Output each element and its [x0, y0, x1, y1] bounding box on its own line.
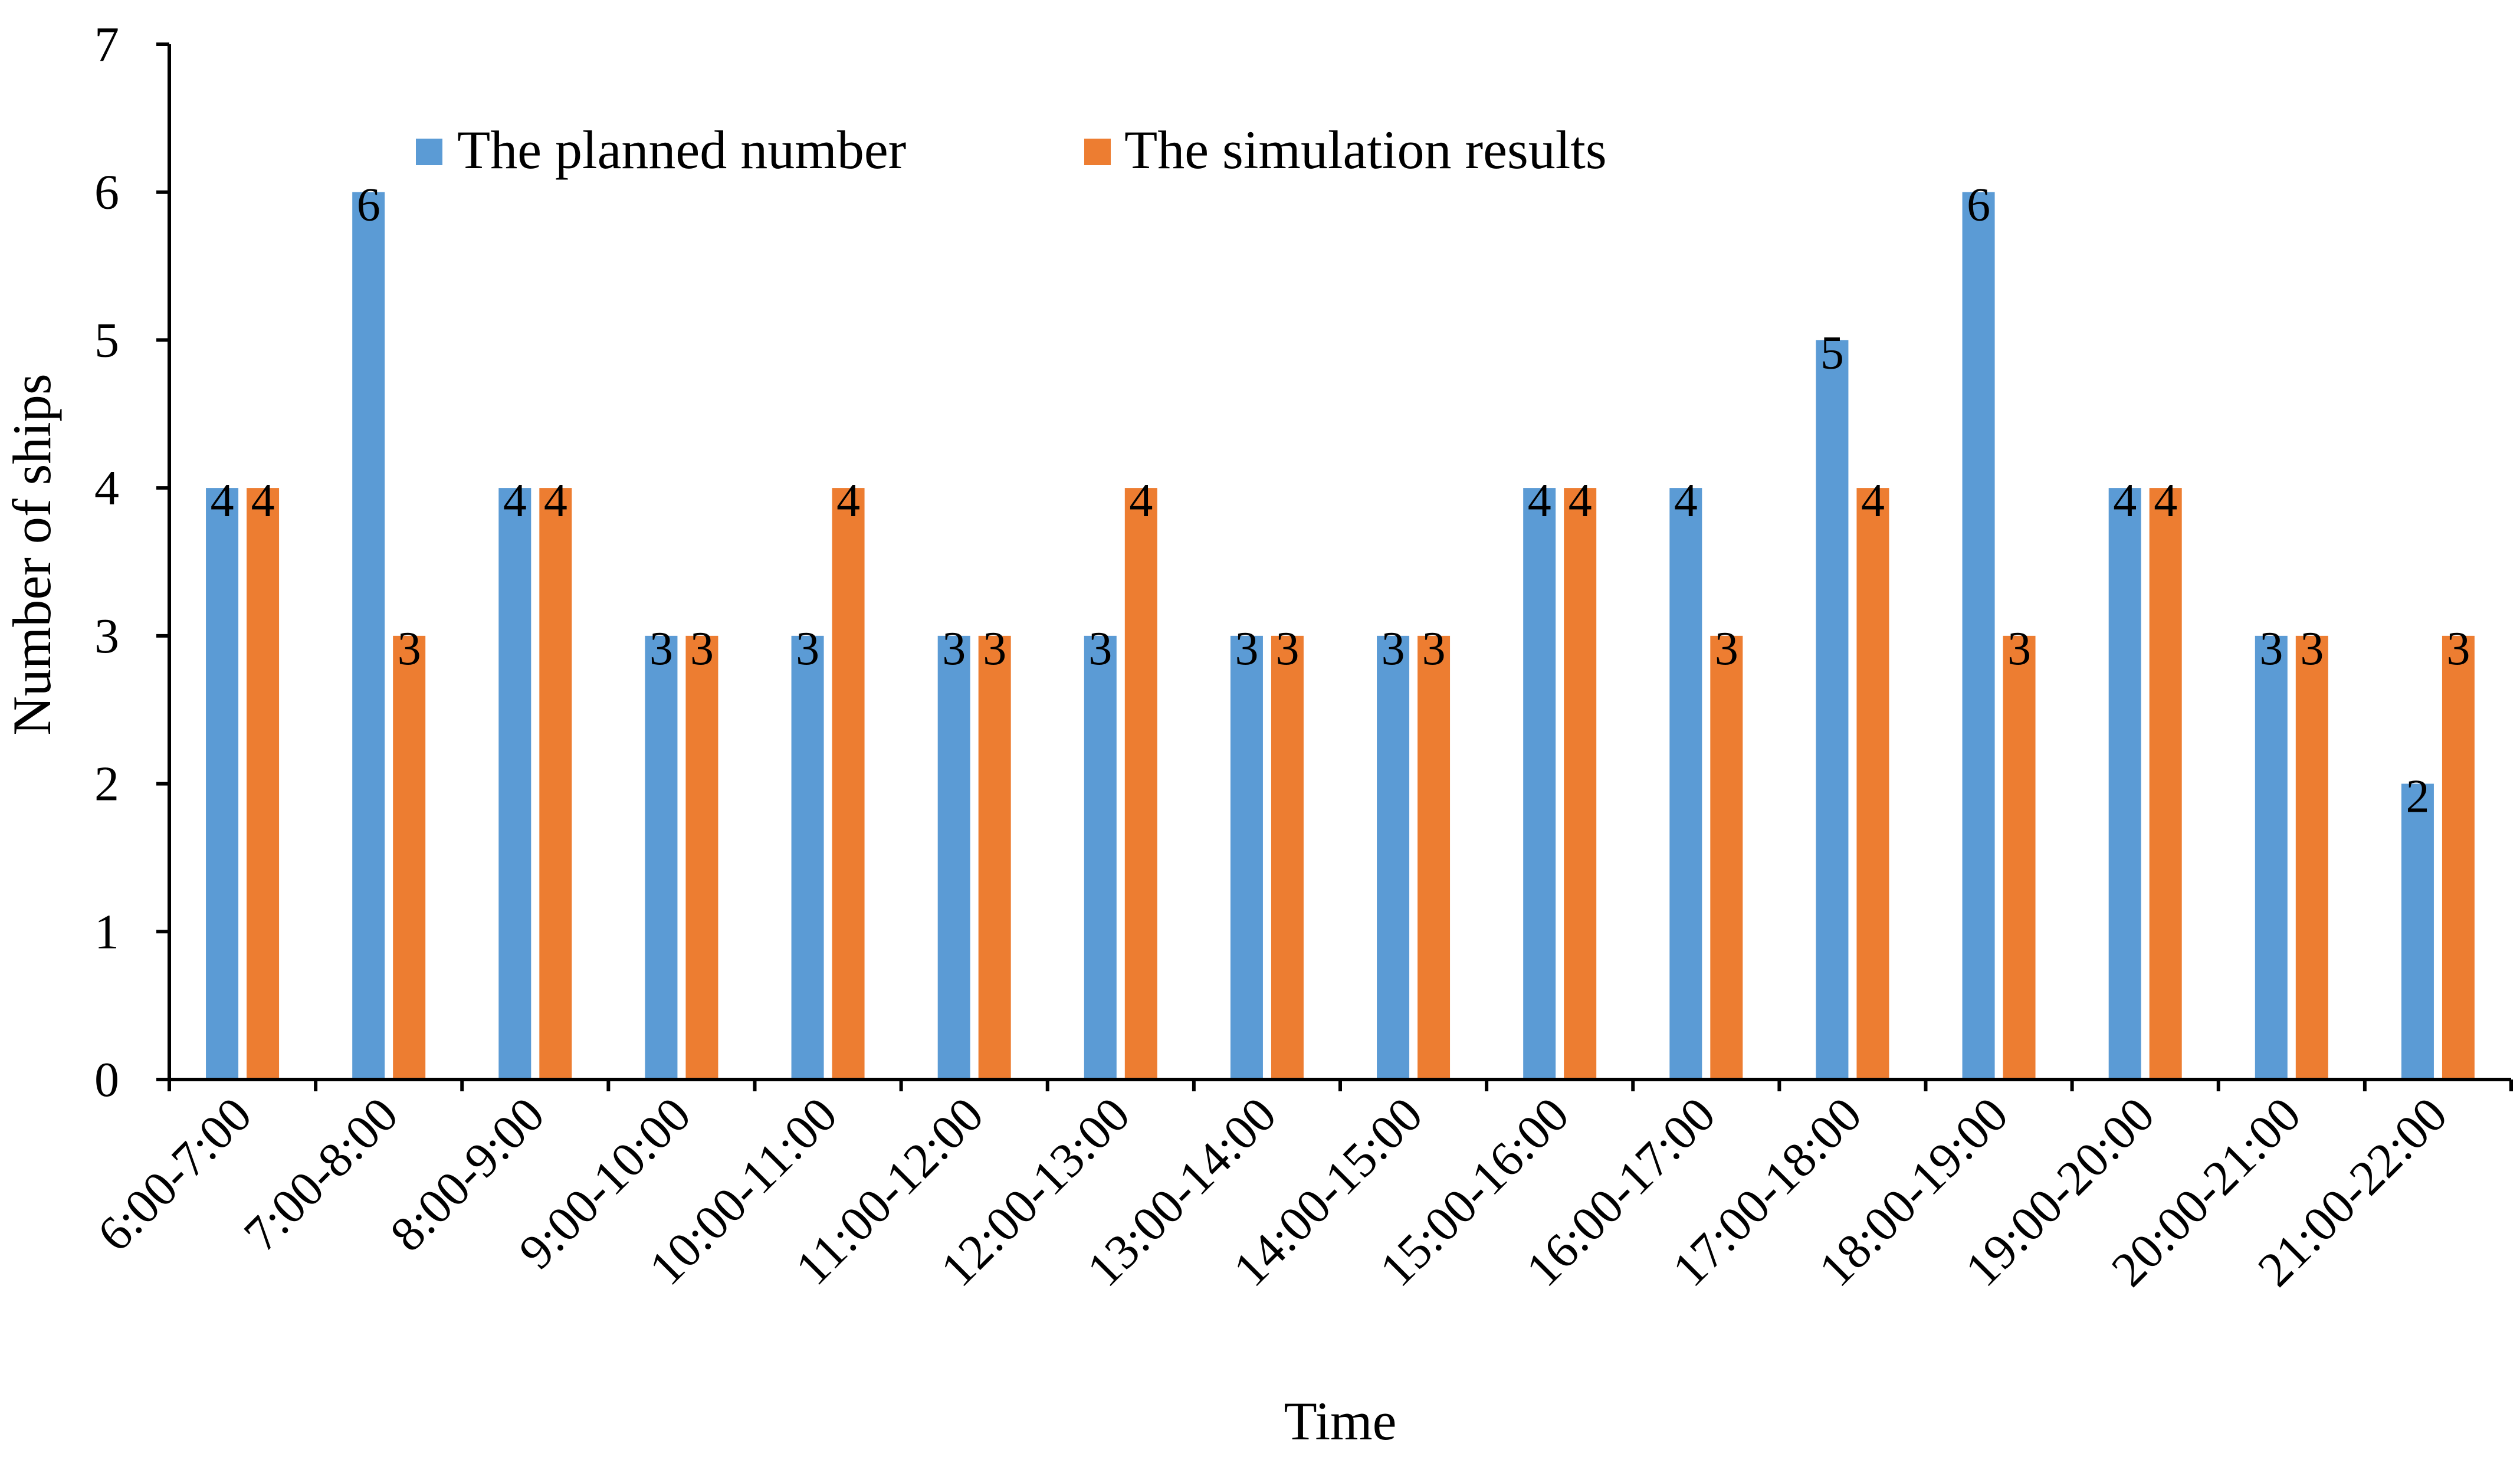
- bar-value-label: 4: [2113, 475, 2137, 527]
- legend: The planned number The simulation result…: [416, 120, 1607, 180]
- legend-label-simulation: The simulation results: [1124, 120, 1607, 180]
- bar-planned: [1377, 635, 1410, 1080]
- y-tick-label: 4: [94, 461, 119, 516]
- x-tick-label: 6:00-7:00: [87, 1087, 262, 1262]
- bar-simulation: [1418, 635, 1451, 1080]
- bar-simulation: [2149, 488, 2182, 1080]
- bar-planned: [1669, 488, 1702, 1080]
- y-tick-label: 5: [94, 313, 119, 368]
- bar-value-label: 6: [1967, 179, 1990, 231]
- bar-value-label: 3: [2446, 623, 2470, 675]
- bar-value-label: 4: [211, 475, 234, 527]
- bar-planned: [1816, 340, 1849, 1080]
- bar-value-label: 3: [2259, 623, 2283, 675]
- bar-simulation: [1856, 488, 1889, 1080]
- y-tick-label: 2: [94, 757, 119, 812]
- bar-planned: [645, 635, 678, 1080]
- bar-value-label: 3: [649, 623, 673, 675]
- bar-planned: [498, 488, 531, 1080]
- bar-value-label: 3: [942, 623, 966, 675]
- bar-value-label: 6: [357, 179, 380, 231]
- bar-planned: [1523, 488, 1556, 1080]
- bar-value-label: 3: [1275, 623, 1299, 675]
- bar-simulation: [2442, 635, 2475, 1080]
- legend-swatch-simulation: [1084, 139, 1111, 165]
- bar-value-label: 5: [1820, 327, 1844, 379]
- bar-planned: [937, 635, 970, 1080]
- bar-planned: [1962, 192, 1995, 1080]
- bar-planned: [1230, 635, 1263, 1080]
- bar-simulation: [539, 488, 572, 1080]
- y-tick-label: 6: [94, 165, 119, 220]
- bar-planned: [1084, 635, 1117, 1080]
- x-ticks-layer: 6:00-7:007:00-8:008:00-9:009:00-10:0010:…: [87, 1080, 2513, 1297]
- bar-value-label: 4: [2154, 475, 2177, 527]
- bar-simulation: [1710, 635, 1743, 1080]
- bar-simulation: [247, 488, 280, 1080]
- bar-value-label: 3: [2007, 623, 2031, 675]
- bar-value-label: 3: [2300, 623, 2324, 675]
- bar-simulation: [685, 635, 718, 1080]
- bar-planned: [2255, 635, 2288, 1080]
- y-tick-label: 7: [94, 17, 119, 72]
- y-ticks-layer: 0 1 2 3 4 5 6 7: [94, 17, 169, 1107]
- y-axis-title: Number of ships: [2, 373, 62, 735]
- bar-value-label: 3: [1422, 623, 1446, 675]
- bar-value-label: 2: [2406, 771, 2429, 823]
- bar-planned: [2108, 488, 2141, 1080]
- bar-value-label: 3: [983, 623, 1006, 675]
- x-tick-label: 7:00-8:00: [234, 1087, 409, 1262]
- bar-value-label: 3: [796, 623, 819, 675]
- bar-value-label: 4: [1528, 475, 1551, 527]
- bar-value-label: 3: [690, 623, 714, 675]
- bar-value-label: 4: [544, 475, 567, 527]
- x-axis-title: Time: [1284, 1391, 1397, 1451]
- bar-value-label: 3: [1088, 623, 1112, 675]
- bar-value-label: 4: [251, 475, 275, 527]
- bar-value-label: 4: [503, 475, 527, 527]
- bar-value-label: 4: [1569, 475, 1592, 527]
- bar-planned: [352, 192, 385, 1080]
- bar-value-label: 4: [1674, 475, 1698, 527]
- y-tick-label: 0: [94, 1052, 119, 1107]
- bar-value-label: 4: [1861, 475, 1885, 527]
- bar-simulation: [2295, 635, 2328, 1080]
- y-tick-label: 3: [94, 609, 119, 664]
- bar-value-label: 3: [1382, 623, 1405, 675]
- bar-simulation: [2003, 635, 2036, 1080]
- bar-value-label: 3: [398, 623, 421, 675]
- bar-value-label: 4: [1129, 475, 1153, 527]
- bar-value-label: 3: [1235, 623, 1258, 675]
- legend-swatch-planned: [416, 139, 442, 165]
- bar-simulation: [1271, 635, 1304, 1080]
- bar-planned: [2401, 783, 2434, 1080]
- bar-value-label: 4: [836, 475, 860, 527]
- y-tick-label: 1: [94, 904, 119, 959]
- bar-simulation: [832, 488, 865, 1080]
- bar-planned: [206, 488, 239, 1080]
- bar-value-label: 3: [1715, 623, 1738, 675]
- legend-label-planned: The planned number: [457, 120, 906, 180]
- bar-simulation: [1564, 488, 1597, 1080]
- bar-planned: [791, 635, 824, 1080]
- bar-simulation: [393, 635, 426, 1080]
- bar-simulation: [978, 635, 1011, 1080]
- bar-simulation: [1124, 488, 1157, 1080]
